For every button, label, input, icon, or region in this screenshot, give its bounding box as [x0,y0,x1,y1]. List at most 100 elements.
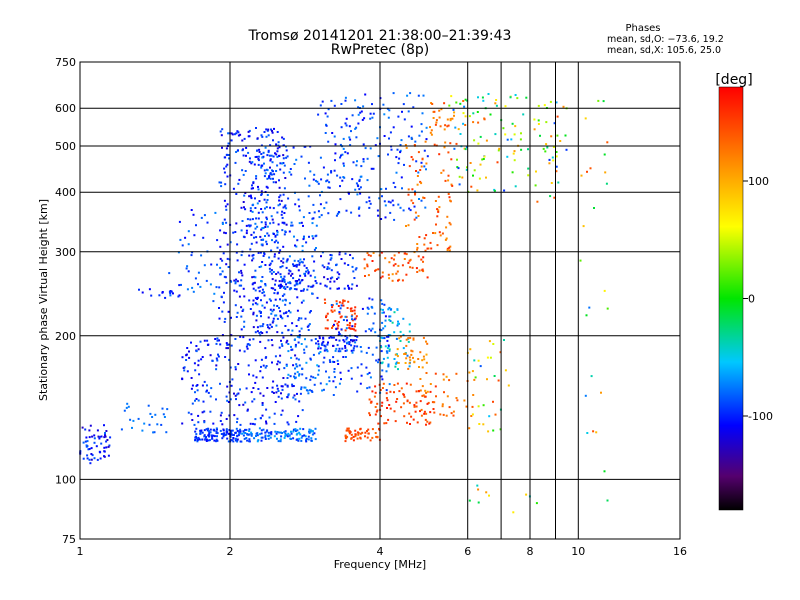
data-point [522,113,525,116]
data-point [254,269,257,272]
data-point [259,235,262,238]
data-point [341,347,344,350]
data-point [399,149,402,152]
data-point [257,188,260,191]
data-point [220,433,223,435]
data-point [270,287,273,290]
data-point [236,130,239,133]
data-point [276,387,279,390]
data-point [248,430,251,432]
data-point [328,336,331,339]
data-point [290,173,293,176]
data-point [412,202,415,205]
data-point [310,429,313,432]
data-point [354,323,357,326]
data-point [280,260,283,263]
data-point [377,214,380,217]
data-point [338,301,341,304]
data-point [224,156,227,159]
data-point [252,311,255,314]
data-point [312,376,315,379]
data-point [382,327,385,330]
data-point [380,329,383,332]
data-point [127,405,130,408]
data-point [278,186,281,189]
data-point [482,423,485,426]
data-point [422,355,425,358]
data-point [293,375,296,378]
data-point [293,259,296,262]
data-point [453,111,456,114]
data-point [216,239,219,242]
data-point [225,165,228,168]
data-point [272,317,275,320]
data-point [356,193,359,196]
data-point [273,435,276,438]
data-point [331,326,333,329]
data-point [426,276,429,279]
data-point [261,291,264,294]
data-point [258,200,261,203]
data-point [405,357,408,360]
data-point [404,362,407,364]
data-point [486,378,488,381]
data-point [392,204,395,207]
data-point [295,357,298,360]
data-point [298,437,301,440]
data-point [266,387,269,389]
data-point [244,208,247,211]
data-point [241,149,244,152]
data-point [459,102,462,105]
data-point [240,279,243,282]
data-point [190,413,193,416]
chart-title: Tromsø 20141201 21:38:00–21:39:43 [248,28,512,44]
data-point [319,104,322,107]
data-point [352,161,355,164]
data-point [237,434,240,437]
data-point [236,243,239,246]
data-point [251,161,254,164]
data-point [131,426,133,429]
data-point [223,171,226,174]
data-point [270,339,273,341]
data-point [420,130,423,133]
data-point [205,428,208,431]
data-point [444,124,447,127]
data-point [400,406,403,409]
data-point [266,154,269,157]
data-point [284,303,287,306]
data-point [386,351,389,354]
data-point [438,231,441,234]
data-point [414,140,417,143]
data-point [184,236,187,239]
data-point [308,184,311,187]
data-point [195,398,198,400]
data-point [125,406,128,409]
data-point [352,349,355,352]
data-point [247,135,250,138]
data-point [388,383,391,386]
data-point [212,422,215,425]
data-point [337,321,340,323]
data-point [275,324,278,327]
data-point [296,309,299,312]
data-point [221,270,224,273]
data-point [183,366,186,369]
data-point [219,266,222,269]
data-point [198,373,201,376]
data-point [282,171,285,174]
data-point [279,310,282,313]
data-point [255,319,258,322]
data-point [148,288,151,291]
data-point [308,431,311,434]
data-point [397,323,399,326]
data-point [260,315,262,318]
data-point [380,299,383,302]
data-point [385,187,387,190]
data-point [137,417,140,420]
data-point [273,241,276,244]
data-point [280,339,282,342]
data-point [203,434,206,437]
data-point [203,429,206,432]
data-point [393,391,395,394]
